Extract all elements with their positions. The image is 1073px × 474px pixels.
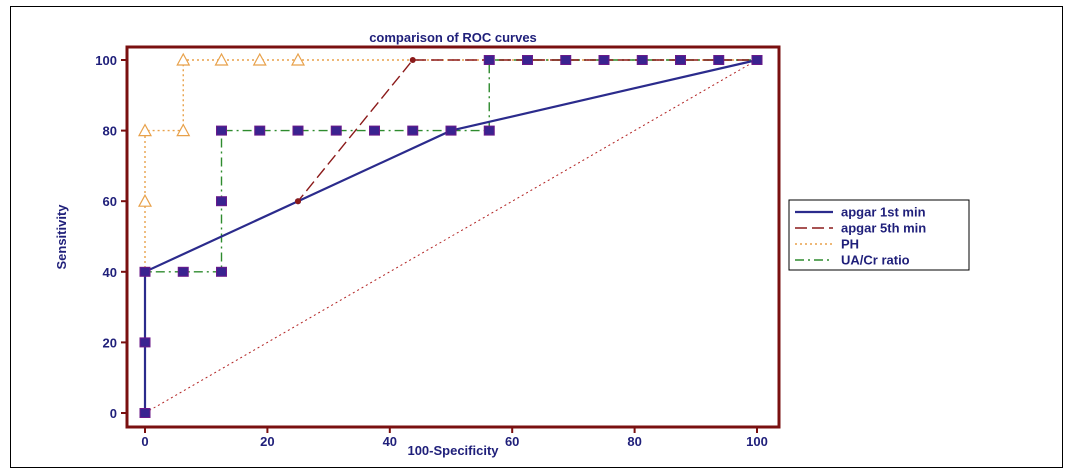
marker-ua-cr-ratio: [255, 126, 265, 135]
marker-ua-cr-ratio: [217, 126, 227, 135]
x-axis-title: 100-Specificity: [407, 443, 499, 458]
marker-ua-cr-ratio: [446, 126, 456, 135]
y-tick-label: 80: [103, 124, 117, 139]
x-tick-label: 60: [505, 434, 519, 449]
plot-area-border: [127, 47, 779, 427]
marker-ua-cr-ratio: [140, 409, 150, 418]
x-tick-label: 0: [141, 434, 148, 449]
legend-label-apgar-1st-min: apgar 1st min: [841, 205, 926, 220]
y-axis-title: Sensitivity: [54, 204, 69, 270]
reference-diagonal-line: [145, 60, 757, 413]
x-tick-label: 20: [260, 434, 274, 449]
marker-ph: [139, 195, 151, 206]
marker-ua-cr-ratio: [523, 56, 533, 65]
legend-label-ph: PH: [841, 237, 859, 252]
marker-ua-cr-ratio: [676, 56, 686, 65]
marker-ua-cr-ratio: [331, 126, 341, 135]
marker-ua-cr-ratio: [714, 56, 724, 65]
marker-ua-cr-ratio: [752, 56, 762, 65]
y-tick-label: 100: [95, 53, 117, 68]
x-tick-label: 100: [746, 434, 768, 449]
marker-ua-cr-ratio: [140, 267, 150, 276]
y-tick-label: 0: [110, 406, 117, 421]
marker-ua-cr-ratio: [484, 126, 494, 135]
legend-label-ua-cr-ratio: UA/Cr ratio: [841, 253, 910, 268]
y-tick-label: 40: [103, 265, 117, 280]
y-tick-label: 20: [103, 335, 117, 350]
marker-ua-cr-ratio: [561, 56, 571, 65]
marker-ua-cr-ratio: [637, 56, 647, 65]
marker-apgar-5th-min: [295, 198, 301, 204]
marker-ua-cr-ratio: [484, 56, 494, 65]
x-tick-label: 40: [383, 434, 397, 449]
marker-ua-cr-ratio: [370, 126, 380, 135]
marker-ua-cr-ratio: [178, 267, 188, 276]
y-tick-label: 60: [103, 194, 117, 209]
marker-ua-cr-ratio: [408, 126, 418, 135]
x-tick-label: 80: [627, 434, 641, 449]
marker-apgar-5th-min: [410, 57, 416, 63]
marker-ua-cr-ratio: [599, 56, 609, 65]
legend-label-apgar-5th-min: apgar 5th min: [841, 221, 926, 236]
marker-ua-cr-ratio: [140, 338, 150, 347]
marker-ua-cr-ratio: [217, 197, 227, 206]
chart-title: comparison of ROC curves: [369, 30, 537, 45]
marker-ua-cr-ratio: [217, 267, 227, 276]
marker-ua-cr-ratio: [293, 126, 303, 135]
